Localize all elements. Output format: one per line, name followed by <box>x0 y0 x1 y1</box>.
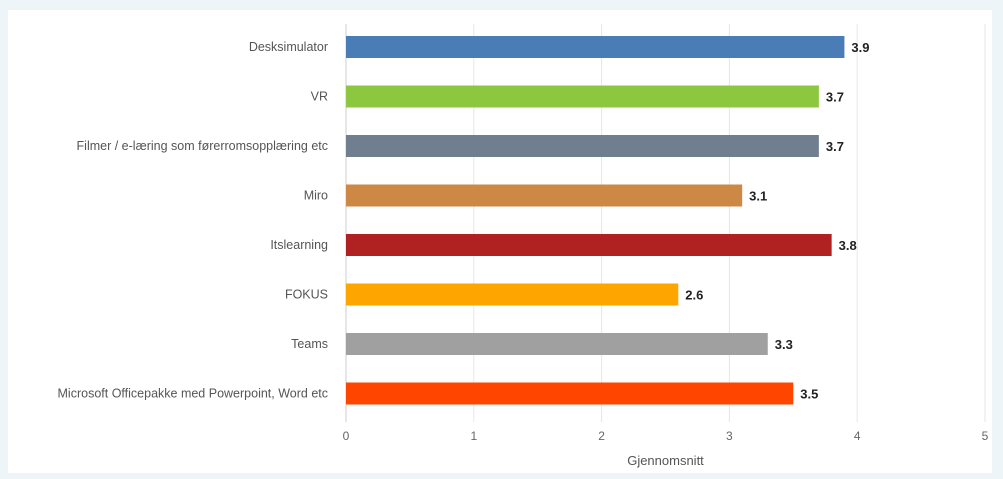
category-label: Teams <box>291 337 328 351</box>
x-axis-title: Gjennomsnitt <box>627 453 704 468</box>
value-label: 3.1 <box>749 189 767 204</box>
category-label: Filmer / e-læring som førerromsopplæring… <box>77 139 328 153</box>
value-label: 2.6 <box>685 288 703 303</box>
bars <box>346 36 845 405</box>
bar <box>346 36 845 58</box>
category-label: Desksimulator <box>249 40 328 54</box>
value-labels: 3.9 3.7 3.7 3.1 3.8 2.6 3.3 3.5 <box>685 40 869 402</box>
category-label: Miro <box>304 189 328 203</box>
x-tick-label: 5 <box>982 429 989 443</box>
category-label: FOKUS <box>285 288 328 302</box>
bar <box>346 135 819 157</box>
value-label: 3.3 <box>775 337 793 352</box>
x-tick-label: 0 <box>343 429 350 443</box>
category-label: Microsoft Officepakke med Powerpoint, Wo… <box>58 387 328 401</box>
category-labels: Desksimulator VR Filmer / e-læring som før… <box>58 40 329 401</box>
bar <box>346 234 832 256</box>
x-tick-label: 1 <box>470 429 477 443</box>
x-tick-label: 4 <box>854 429 861 443</box>
bar <box>346 382 794 405</box>
bar <box>346 85 819 108</box>
value-label: 3.9 <box>851 40 869 55</box>
bar <box>346 184 743 207</box>
value-label: 3.8 <box>839 238 857 253</box>
value-label: 3.7 <box>826 90 844 105</box>
bar <box>346 333 768 355</box>
category-label: VR <box>311 90 328 104</box>
x-tick-labels: 0 1 2 3 4 5 <box>343 429 989 443</box>
x-tick-label: 2 <box>598 429 605 443</box>
gridlines <box>345 24 986 422</box>
value-label: 3.5 <box>800 387 818 402</box>
bar <box>346 283 679 306</box>
value-label: 3.7 <box>826 139 844 154</box>
category-label: Itslearning <box>270 238 328 252</box>
x-tick-label: 3 <box>726 429 733 443</box>
